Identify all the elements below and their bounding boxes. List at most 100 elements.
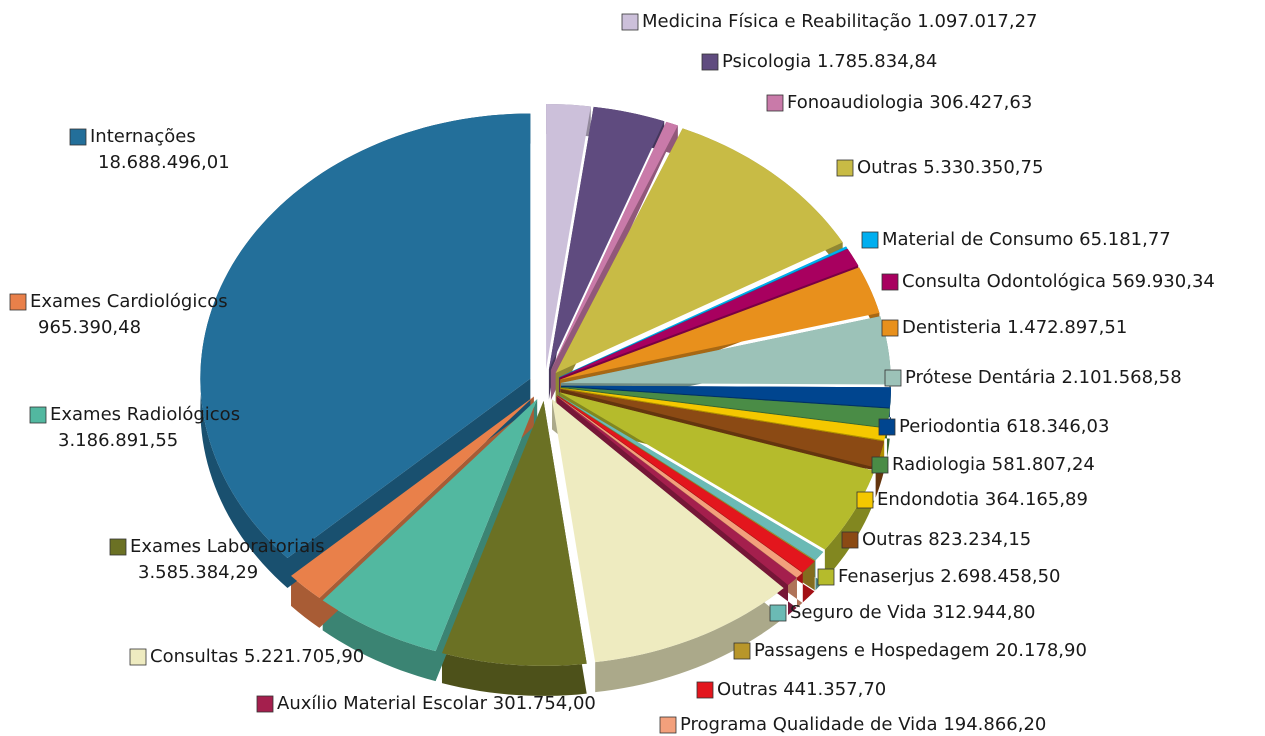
- slice-label: Programa Qualidade de Vida: [680, 714, 938, 735]
- legend-swatch: [861, 231, 879, 249]
- slice-label-group: Medicina Física e Reabilitação 1.097.017…: [642, 11, 1038, 32]
- slice-label: Psicologia: [722, 51, 811, 72]
- legend-swatch: [621, 13, 639, 31]
- legend-swatch: [884, 369, 902, 387]
- slice-value-label: 569.930,34: [1112, 271, 1215, 292]
- slice-label-group: Seguro de Vida 312.944,80: [790, 602, 1035, 623]
- legend-swatch: [129, 648, 147, 666]
- slice: [560, 386, 890, 428]
- slice-label-group: Outras 441.357,70: [717, 679, 886, 700]
- legend-swatch: [69, 128, 87, 146]
- slice: [550, 121, 678, 371]
- slice-label-group: Fonoaudiologia 306.427,63: [787, 92, 1032, 113]
- legend-swatch: [881, 319, 899, 337]
- slice-value-label: 2.698.458,50: [940, 566, 1060, 587]
- slice: [556, 396, 797, 585]
- slice: [557, 395, 815, 573]
- legend-swatch: [109, 538, 127, 556]
- slice-value-label: 5.330.350,75: [923, 157, 1043, 178]
- slice: [559, 248, 859, 378]
- slice: [546, 104, 591, 370]
- slice-label-group: Auxílio Material Escolar 301.754,00: [277, 693, 596, 714]
- slice-label-group: Fenaserjus 2.698.458,50: [838, 566, 1061, 587]
- slice-value-label: 364.165,89: [985, 489, 1088, 510]
- slice-label-group: Prótese Dentária 2.101.568,58: [905, 367, 1182, 388]
- slice: [552, 399, 784, 663]
- slice-label: Prótese Dentária: [905, 367, 1056, 388]
- slice-label-group: Consulta Odontológica 569.930,34: [902, 271, 1215, 292]
- slice-label: Seguro de Vida: [790, 602, 927, 623]
- slice: [560, 385, 891, 408]
- slice-label: Fonoaudiologia: [787, 92, 924, 113]
- slice-value-label: 312.944,80: [932, 602, 1035, 623]
- slice-value-label: 306.427,63: [929, 92, 1032, 113]
- legend-swatch: [856, 491, 874, 509]
- slice: [557, 395, 816, 561]
- slice-label-group: Psicologia 1.785.834,84: [722, 51, 937, 72]
- slice-label: Outras: [857, 157, 917, 178]
- slice-label: Dentisteria: [902, 317, 1001, 338]
- slice-value-label: 1.785.834,84: [817, 51, 937, 72]
- slice-value-label: 2.101.568,58: [1061, 367, 1181, 388]
- legend-swatch: [733, 642, 751, 660]
- slice-label: Internações: [90, 126, 196, 147]
- slice-value-label: 194.866,20: [943, 714, 1046, 735]
- slice: [555, 128, 843, 374]
- slice-label: Exames Radiológicos: [50, 404, 240, 425]
- slice-label: Exames Laboratoriais: [130, 536, 325, 557]
- slice-value-label: 3.186.891,55: [58, 430, 178, 451]
- slice-label: Medicina Física e Reabilitação: [642, 11, 912, 32]
- slice-label-group: Outras 5.330.350,75: [857, 157, 1043, 178]
- slice: [560, 316, 891, 385]
- slice-label-group: Periodontia 618.346,03: [899, 416, 1109, 437]
- slice-side: [441, 400, 587, 696]
- slice-label: Endondotia: [877, 489, 979, 510]
- legend-swatch: [769, 604, 787, 622]
- slice-value-label: 65.181,77: [1079, 229, 1171, 250]
- legend-swatch: [871, 456, 889, 474]
- slice-label: Consultas: [150, 646, 238, 667]
- legend-swatch: [256, 695, 274, 713]
- slice: [560, 388, 884, 468]
- slice: [557, 394, 824, 561]
- slice-label: Outras: [862, 529, 922, 550]
- slice-value-label: 20.178,90: [995, 640, 1087, 661]
- slice-value-label: 618.346,03: [1006, 416, 1109, 437]
- slice-value-label: 1.097.017,27: [917, 11, 1037, 32]
- slice: [200, 113, 531, 558]
- slice-value-label: 18.688.496,01: [98, 152, 230, 173]
- slice: [548, 106, 665, 370]
- slice: [556, 395, 803, 578]
- legend-swatch: [878, 418, 896, 436]
- slice: [291, 396, 534, 598]
- slice-label-group: Radiologia 581.807,24: [892, 454, 1095, 475]
- slice-value-label: 823.234,15: [928, 529, 1031, 550]
- slice-label: Consulta Odontológica: [902, 271, 1106, 292]
- slice: [559, 392, 875, 550]
- slice-label-group: Passagens e Hospedagem 20.178,90: [754, 640, 1087, 661]
- slice: [560, 387, 887, 441]
- legend-swatch: [659, 716, 677, 734]
- slice-value-label: 965.390,48: [38, 317, 141, 338]
- slice: [558, 246, 848, 378]
- slice-label: Passagens e Hospedagem: [754, 640, 990, 661]
- slice-label: Material de Consumo: [882, 229, 1073, 250]
- slice-side: [559, 392, 875, 580]
- slice-label: Auxílio Material Escolar: [277, 693, 488, 714]
- slice-label-group: Dentisteria 1.472.897,51: [902, 317, 1127, 338]
- slice-label-group: Endondotia 364.165,89: [877, 489, 1088, 510]
- legend-swatch: [841, 531, 859, 549]
- slice-label-group: Consultas 5.221.705,90: [150, 646, 364, 667]
- slice-label: Exames Cardiológicos: [30, 291, 228, 312]
- slice: [560, 267, 880, 380]
- legend-swatch: [29, 406, 47, 424]
- legend-swatch: [696, 681, 714, 699]
- slice-value-label: 5.221.705,90: [244, 646, 364, 667]
- slice-label: Outras: [717, 679, 777, 700]
- slice: [322, 398, 538, 652]
- slice-value-label: 3.585.384,29: [138, 562, 258, 583]
- legend-swatch: [9, 293, 27, 311]
- slice-label: Fenaserjus: [838, 566, 935, 587]
- legend-swatch: [701, 53, 719, 71]
- slice-value-label: 301.754,00: [493, 693, 596, 714]
